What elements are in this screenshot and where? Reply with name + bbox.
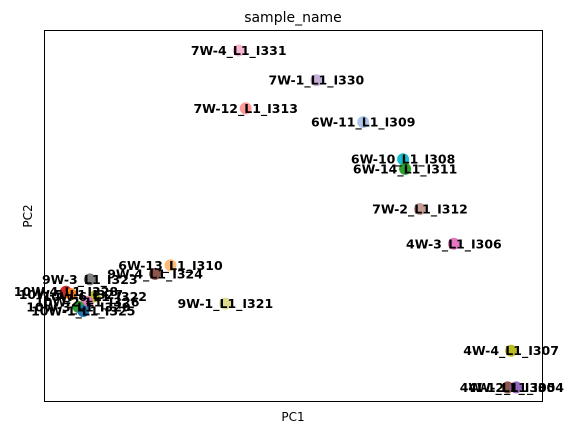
point-label: 10W-3_L1_I329 xyxy=(26,299,130,315)
data-point xyxy=(399,162,412,175)
x-axis-label: PC1 xyxy=(281,410,304,424)
data-point xyxy=(232,44,245,57)
point-label: 7W-1_L1_I330 xyxy=(269,73,365,89)
point-label: 10W-4_L1_I328 xyxy=(14,284,118,300)
point-label: 9W-1_L1_I321 xyxy=(177,296,273,312)
point-label: 10W-6_L1_I322 xyxy=(43,289,147,305)
data-point xyxy=(164,259,177,272)
labels-layer: 7W-4_L1_I331 7W-1_L1_I330 7W-12_L1_I313 6W-… xyxy=(14,43,565,396)
data-point xyxy=(505,344,518,357)
point-label: 4W-3_L1_I306 xyxy=(406,236,502,252)
data-point xyxy=(77,305,90,317)
data-point xyxy=(239,102,252,115)
point-label: 6W-11_L1_I309 xyxy=(311,115,415,131)
data-point xyxy=(501,381,514,394)
data-point xyxy=(397,153,410,166)
point-label: 7W-12_L1_I313 xyxy=(193,101,297,117)
point-label: 10W-5_L1_I327 xyxy=(19,287,123,303)
point-label: 6W-13_L1_I310 xyxy=(118,258,223,274)
data-point xyxy=(310,74,323,87)
data-point xyxy=(219,297,232,310)
data-point xyxy=(414,203,426,215)
data-point xyxy=(83,273,96,286)
point-label: 10W-1_L1_I325 xyxy=(31,304,135,320)
point-label: 6W-14_L1_I311 xyxy=(353,161,457,177)
point-label: 4W-4_L1_I307 xyxy=(463,343,559,359)
point-label: 4W-2_L1_I304 xyxy=(468,380,564,396)
chart-title: sample_name xyxy=(244,10,342,26)
data-point xyxy=(357,116,370,129)
points-layer xyxy=(59,44,523,394)
data-point xyxy=(510,381,523,394)
data-point xyxy=(64,288,77,301)
data-point xyxy=(447,237,460,250)
point-label: 6W-10_L1_I308 xyxy=(351,152,455,168)
point-label: 4W-1_L1_I305 xyxy=(460,380,556,396)
point-label: 7W-2_L1_I312 xyxy=(372,202,468,218)
y-axis-label: PC2 xyxy=(21,204,35,227)
data-point xyxy=(149,267,162,280)
point-label: 9W-4_L1_I324 xyxy=(107,266,203,282)
plot-frame xyxy=(44,30,543,402)
point-label: 10W-2_L1_I326 xyxy=(35,295,140,311)
point-label: 9W-3_L1_I323 xyxy=(42,272,138,288)
point-label: 7W-4_L1_I331 xyxy=(191,43,287,59)
